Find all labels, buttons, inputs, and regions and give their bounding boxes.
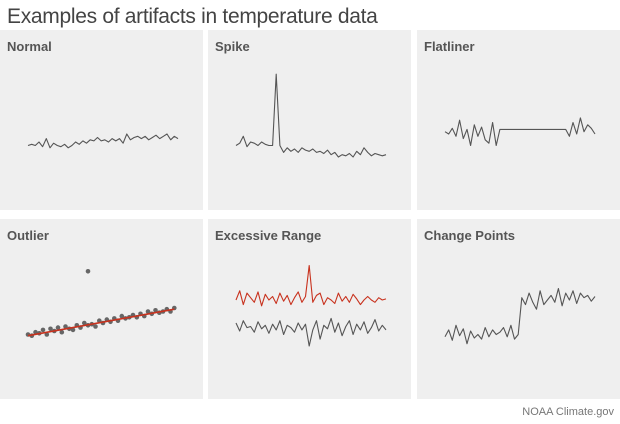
series-line-1 — [27, 133, 179, 149]
chart-change-points — [444, 287, 596, 345]
panel-normal: Normal — [0, 30, 203, 210]
panel-outlier: Outlier — [0, 219, 203, 399]
panel-title-outlier: Outlier — [7, 228, 49, 243]
data-point — [85, 269, 91, 274]
trend-line — [27, 308, 175, 337]
series-line-1 — [235, 264, 387, 307]
panel-title-normal: Normal — [7, 39, 52, 54]
data-point — [153, 308, 158, 313]
series-line-1 — [444, 117, 596, 147]
data-point — [82, 320, 87, 326]
chart-outlier — [25, 269, 177, 338]
data-point — [119, 313, 125, 319]
data-point — [63, 324, 68, 329]
data-point — [59, 329, 65, 335]
source-credit: NOAA Climate.gov — [522, 406, 614, 418]
panel-title-excessive-range: Excessive Range — [215, 228, 322, 243]
data-point — [44, 332, 50, 337]
panel-title-spike: Spike — [215, 39, 250, 54]
panel-title-flatliner: Flatliner — [424, 39, 475, 54]
panel-flatliner: Flatliner — [417, 30, 620, 210]
panel-excessive-range: Excessive Range — [208, 219, 411, 399]
data-point — [145, 309, 151, 314]
chart-spike — [235, 73, 387, 158]
panel-spike: Spike — [208, 30, 411, 210]
series-line-1 — [444, 287, 596, 345]
series-line-2 — [235, 317, 387, 347]
data-point — [55, 325, 61, 330]
data-point — [40, 327, 46, 333]
series-line-1 — [235, 73, 387, 158]
chart-normal — [27, 133, 179, 149]
panel-change-points: Change Points — [417, 219, 620, 399]
panel-title-change-points: Change Points — [424, 228, 516, 243]
data-point — [48, 326, 53, 332]
data-point — [93, 324, 98, 329]
data-point — [70, 327, 76, 333]
chart-flatliner — [444, 117, 596, 147]
page-title: Examples of artifacts in temperature dat… — [7, 5, 378, 28]
chart-excessive-range — [235, 264, 387, 347]
